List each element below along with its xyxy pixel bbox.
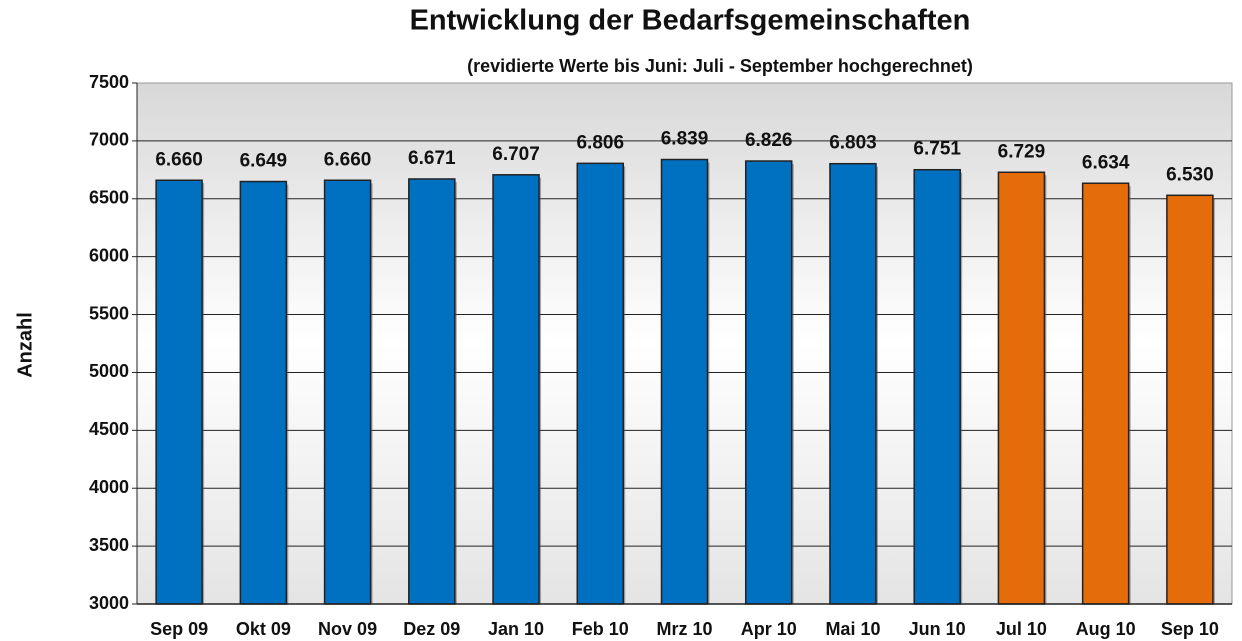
x-tick-label: Sep 10 xyxy=(1161,619,1219,639)
x-tick-label: Jul 10 xyxy=(996,619,1047,639)
y-tick-label: 7000 xyxy=(89,130,129,150)
y-tick-label: 3000 xyxy=(89,593,129,613)
x-tick-label: Apr 10 xyxy=(741,619,797,639)
y-tick-label: 7500 xyxy=(89,72,129,92)
bar xyxy=(576,162,625,605)
bar xyxy=(744,160,793,605)
data-label: 6.806 xyxy=(576,132,624,153)
bar xyxy=(492,174,540,605)
data-label: 6.826 xyxy=(745,130,793,151)
x-tick-label: Okt 09 xyxy=(236,619,291,639)
bar xyxy=(155,179,203,605)
data-label: 6.634 xyxy=(1082,152,1130,173)
bar xyxy=(1081,182,1130,605)
data-label: 6.729 xyxy=(998,141,1046,162)
x-tick-label: Dez 09 xyxy=(403,619,460,639)
chart-title: Entwicklung der Bedarfsgemeinschaften xyxy=(410,5,971,37)
data-label: 6.530 xyxy=(1166,164,1214,185)
bar xyxy=(1166,194,1214,605)
bar xyxy=(323,179,372,605)
bar xyxy=(239,180,288,605)
x-tick-label: Sep 09 xyxy=(150,619,208,639)
bar xyxy=(660,158,709,605)
y-tick-label: 4000 xyxy=(89,477,129,497)
y-tick-label: 6500 xyxy=(89,188,129,208)
y-axis-label: Anzahl xyxy=(14,312,36,378)
data-label: 6.671 xyxy=(408,148,456,169)
bar xyxy=(829,162,877,605)
chart-subtitle: (revidierte Werte bis Juni: Juli - Septe… xyxy=(467,56,973,76)
data-label: 6.660 xyxy=(155,149,203,170)
y-tick-label: 4500 xyxy=(89,419,129,439)
data-label: 6.649 xyxy=(240,151,288,172)
x-tick-label: Feb 10 xyxy=(572,619,629,639)
x-tick-label: Jun 10 xyxy=(909,619,966,639)
x-tick-label: Mrz 10 xyxy=(656,619,712,639)
bar xyxy=(408,178,456,605)
x-tick-label: Jan 10 xyxy=(488,619,544,639)
data-label: 6.803 xyxy=(829,133,877,154)
x-tick-label: Nov 09 xyxy=(318,619,377,639)
y-tick-label: 5000 xyxy=(89,361,129,381)
bar xyxy=(997,171,1046,605)
data-label: 6.707 xyxy=(492,144,540,165)
x-tick-label: Mai 10 xyxy=(825,619,880,639)
y-tick-label: 5500 xyxy=(89,303,129,323)
data-label: 6.751 xyxy=(913,139,961,160)
bar xyxy=(913,168,961,605)
y-tick-label: 6000 xyxy=(89,245,129,265)
data-label: 6.660 xyxy=(324,149,372,170)
x-tick-label: Aug 10 xyxy=(1076,619,1136,639)
data-label: 6.839 xyxy=(661,129,709,150)
y-tick-label: 3500 xyxy=(89,535,129,555)
